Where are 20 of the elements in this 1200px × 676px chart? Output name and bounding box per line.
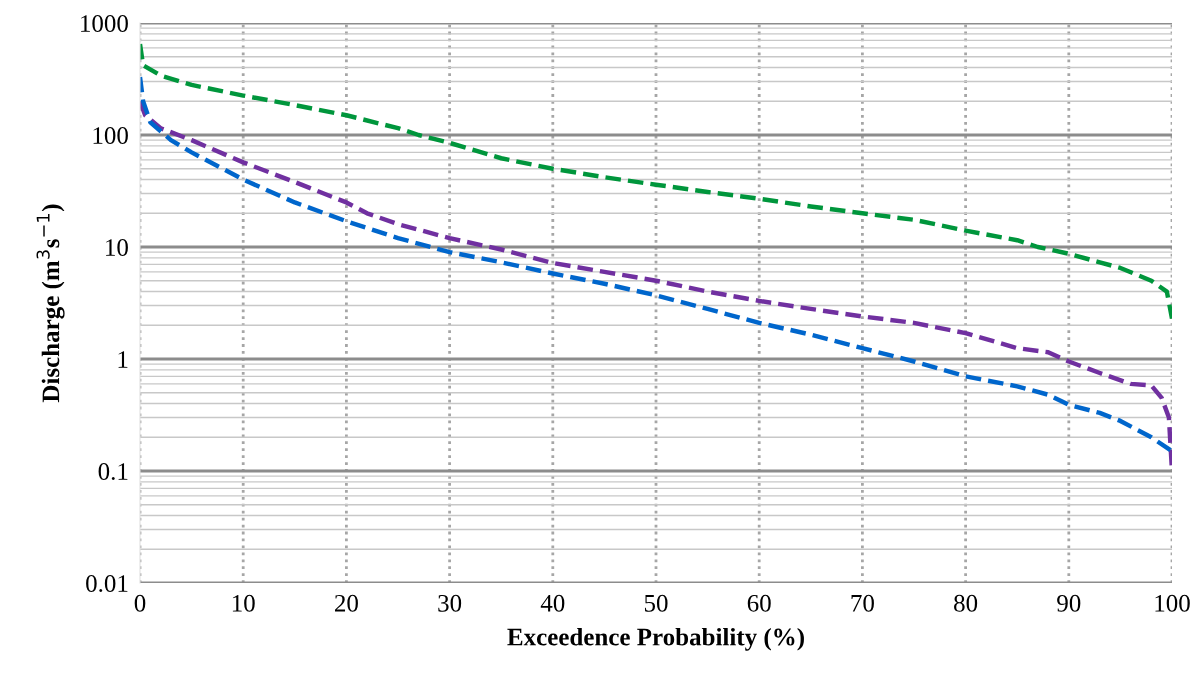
line-series <box>140 41 1172 321</box>
x-tick-label: 50 <box>644 594 668 612</box>
x-tick-label: 100 <box>1155 594 1190 612</box>
x-tick-label: 20 <box>335 594 358 612</box>
x-tick-label: 60 <box>747 594 771 612</box>
y-tick-label: 100 <box>93 127 128 144</box>
x-tick-label: 0 <box>134 594 146 612</box>
y-tick-label: 1000 <box>81 15 128 32</box>
y-axis-title: Discharge (m$^{3}$s$^{−1}$) <box>36 204 65 403</box>
x-tick-label: 30 <box>438 594 462 612</box>
x-axis-title: Exceedence Probability (%) <box>507 627 804 651</box>
x-tick-label: 80 <box>954 594 978 612</box>
x-tick-label: 90 <box>1057 594 1081 612</box>
y-tick-label: 1 <box>118 351 128 368</box>
x-tick-label: 10 <box>232 594 255 612</box>
x-tick-label: 70 <box>851 594 874 612</box>
y-tick-label: 0.1 <box>98 463 128 481</box>
y-tick-label: 0.01 <box>86 575 128 593</box>
y-tick-label: 10 <box>106 239 128 256</box>
x-tick-label: 40 <box>540 594 565 612</box>
